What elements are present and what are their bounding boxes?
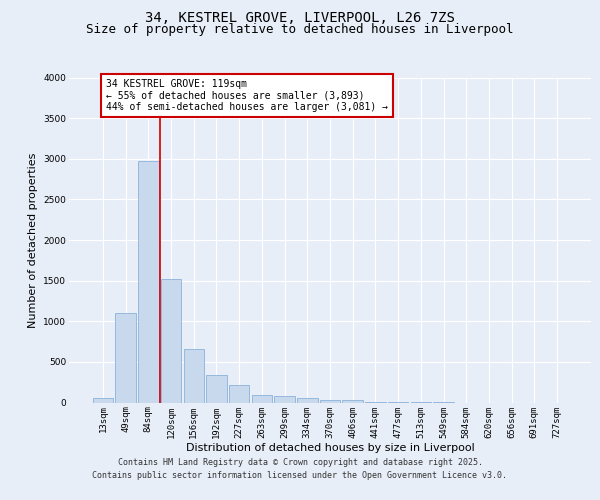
Text: Contains HM Land Registry data © Crown copyright and database right 2025.: Contains HM Land Registry data © Crown c… [118,458,482,467]
Bar [343,400,363,402]
Bar [115,312,136,402]
Bar [138,161,158,402]
Bar [206,375,227,402]
Bar [161,279,181,402]
Y-axis label: Number of detached properties: Number of detached properties [28,152,38,328]
Bar [93,398,113,402]
Bar [274,396,295,402]
Bar [229,385,250,402]
Text: 34 KESTREL GROVE: 119sqm
← 55% of detached houses are smaller (3,893)
44% of sem: 34 KESTREL GROVE: 119sqm ← 55% of detach… [106,79,388,112]
Bar [320,400,340,402]
Text: Contains public sector information licensed under the Open Government Licence v3: Contains public sector information licen… [92,472,508,480]
Bar [184,350,204,403]
Bar [251,395,272,402]
Text: Size of property relative to detached houses in Liverpool: Size of property relative to detached ho… [86,22,514,36]
X-axis label: Distribution of detached houses by size in Liverpool: Distribution of detached houses by size … [185,443,475,453]
Bar [297,398,317,402]
Text: 34, KESTREL GROVE, LIVERPOOL, L26 7ZS: 34, KESTREL GROVE, LIVERPOOL, L26 7ZS [145,10,455,24]
